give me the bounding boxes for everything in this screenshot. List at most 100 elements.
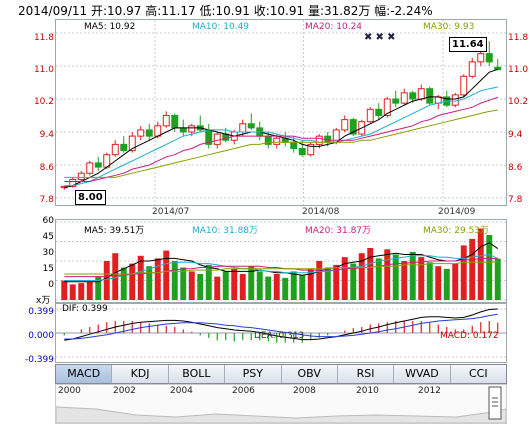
ma30-legend: MA30: 9.93 (423, 22, 475, 32)
candle-body (366, 108, 374, 123)
volume-bar (494, 258, 501, 300)
price-axis-right-5: 7.8 (508, 195, 523, 205)
volume-bar (367, 248, 374, 300)
price-ma5-line (64, 68, 498, 189)
vol-ma5-legend: MA5: 39.51万 (84, 226, 145, 236)
candle-body (341, 119, 349, 131)
volume-bar (282, 277, 289, 300)
macd-axis-1: 0.000 (28, 331, 54, 341)
vol-axis-4: 0 (48, 280, 54, 290)
volume-bar (392, 254, 399, 300)
quote-volume: 量:31.82万 (307, 4, 371, 18)
quote-close: 收:10.91 (253, 4, 305, 18)
price-axis-left-4: 8.6 (39, 163, 54, 173)
price-ma20-line (64, 96, 498, 182)
price-axis-right-4: 8.6 (508, 163, 523, 173)
volume-panel[interactable] (55, 219, 507, 303)
vol-ma20-legend: MA20: 31.87万 (305, 226, 372, 236)
volume-bar (401, 261, 408, 300)
event-markers: ✖ ✖ ✖ (364, 32, 396, 43)
macd-dif-line (64, 308, 498, 341)
tab-obv[interactable]: OBV (281, 365, 338, 383)
macd-axis-0: 0.399 (28, 307, 54, 317)
volume-bar (95, 276, 102, 300)
candle-body (315, 135, 323, 145)
price-axis-left-0: 11.8 (33, 33, 54, 43)
quote-open: 开:10.97 (91, 4, 142, 18)
price-axis-left-5: 7.8 (39, 195, 54, 205)
vol-axis-1: 45 (42, 232, 54, 242)
volume-bar (460, 245, 467, 300)
volume-bar (350, 263, 357, 300)
volume-bar (197, 274, 204, 300)
candle-body (273, 137, 281, 145)
dea-legend: DEA: 0.313 (254, 331, 305, 341)
volume-bar (265, 276, 272, 300)
volume-bar (137, 255, 144, 300)
price-ma30-line (64, 109, 498, 178)
year-2010: 2010 (356, 386, 379, 396)
date-label-2: 2014/09 (438, 207, 476, 217)
macd-panel[interactable] (55, 303, 507, 363)
volume-bar (171, 261, 178, 300)
candle-body (392, 98, 400, 104)
date-label-1: 2014/08 (302, 207, 340, 217)
candle-body (477, 53, 485, 63)
volume-bar (469, 238, 476, 300)
tab-cci[interactable]: CCI (450, 365, 506, 383)
volume-bar (443, 268, 450, 300)
volume-bar (418, 257, 425, 300)
candle-body (247, 123, 255, 129)
volume-bar (273, 274, 280, 300)
volume-bar (358, 253, 365, 300)
vol-ma10-line (64, 253, 499, 281)
tab-kdj[interactable]: KDJ (112, 365, 169, 383)
vol-ma10-legend: MA10: 31.88万 (192, 226, 259, 236)
candle-body (298, 148, 306, 156)
tab-boll[interactable]: BOLL (168, 365, 226, 383)
candle-body (171, 115, 179, 129)
candle-body (111, 143, 119, 156)
timeline-drag-handle[interactable] (488, 386, 502, 420)
ma10-legend: MA10: 10.49 (192, 22, 250, 32)
price-axis-left-1: 11.0 (33, 65, 54, 75)
macd-chart-svg (56, 308, 506, 358)
candle-body (239, 123, 247, 133)
candle-body (485, 53, 493, 63)
vol-unit-label: x万 (36, 296, 51, 306)
volume-bar (477, 228, 484, 300)
candle-body (451, 94, 459, 106)
candle-body (409, 92, 417, 100)
volume-bar (120, 267, 127, 300)
tab-macd[interactable]: MACD (56, 365, 113, 383)
volume-bar (231, 268, 238, 300)
year-2002: 2002 (113, 386, 136, 396)
candle-body (349, 119, 357, 135)
vol-ma20-line (64, 257, 498, 278)
volume-bar (163, 250, 170, 300)
tab-rsi[interactable]: RSI (337, 365, 395, 383)
candle-body (86, 162, 94, 174)
candle-body (179, 127, 187, 133)
quote-header: 2014/09/11 开:10.97 高:11.17 低:10.91 收:10.… (18, 2, 433, 19)
volume-bar (214, 276, 221, 300)
price-panel[interactable] (55, 19, 507, 206)
volume-bar (452, 263, 459, 300)
candle-body (188, 125, 196, 133)
price-axis-left-2: 10.2 (33, 97, 54, 107)
vol-axis-3: 15 (42, 264, 54, 274)
timeline-navigator[interactable] (55, 384, 507, 424)
volume-bar (154, 258, 161, 300)
year-2012: 2012 (418, 386, 441, 396)
volume-bar (78, 283, 85, 300)
year-2000: 2000 (58, 386, 81, 396)
volume-bar (486, 235, 493, 300)
quote-high: 高:11.17 (145, 4, 196, 18)
dif-legend: DIF: 0.399 (62, 304, 108, 314)
low-callout: 8.00 (75, 190, 106, 205)
quote-change: 幅:-2.24% (374, 4, 433, 18)
tab-psy[interactable]: PSY (225, 365, 282, 383)
tab-wvad[interactable]: WVAD (394, 365, 451, 383)
volume-bar (409, 251, 416, 300)
candle-body (128, 135, 136, 152)
